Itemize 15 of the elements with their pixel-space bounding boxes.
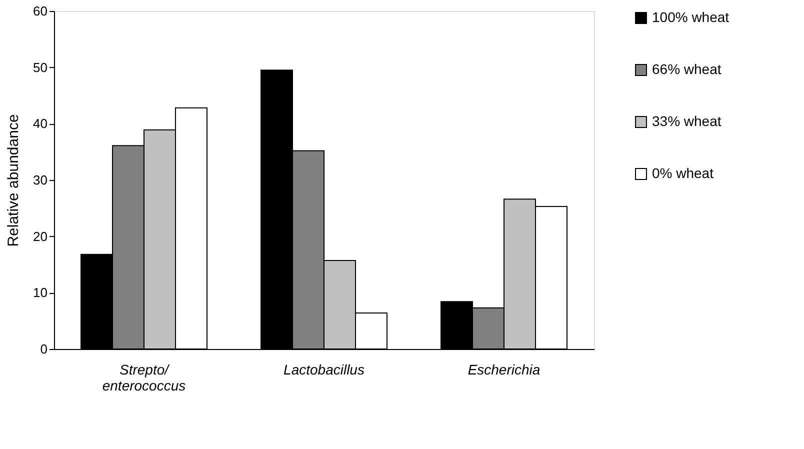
y-tick-label: 0 (40, 342, 48, 356)
legend-label: 66% wheat (652, 61, 722, 77)
legend-label: 0% wheat (652, 165, 714, 181)
x-tick-label: Strepto/ enterococcus (102, 362, 186, 394)
y-tick-label: 40 (33, 116, 48, 132)
x-tick-label: Lactobacillus (284, 362, 364, 378)
legend-label: 33% wheat (652, 113, 722, 129)
y-tick-label: 30 (33, 172, 48, 188)
y-axis-title: Relative abundance (5, 114, 22, 247)
y-tick-label: 20 (33, 228, 48, 244)
y-tick-label: 60 (33, 4, 48, 18)
legend-label: 100% wheat (652, 9, 730, 25)
x-tick-label: Escherichia (468, 362, 540, 378)
y-tick-label: 10 (33, 285, 48, 300)
y-tick-label: 50 (33, 60, 48, 75)
